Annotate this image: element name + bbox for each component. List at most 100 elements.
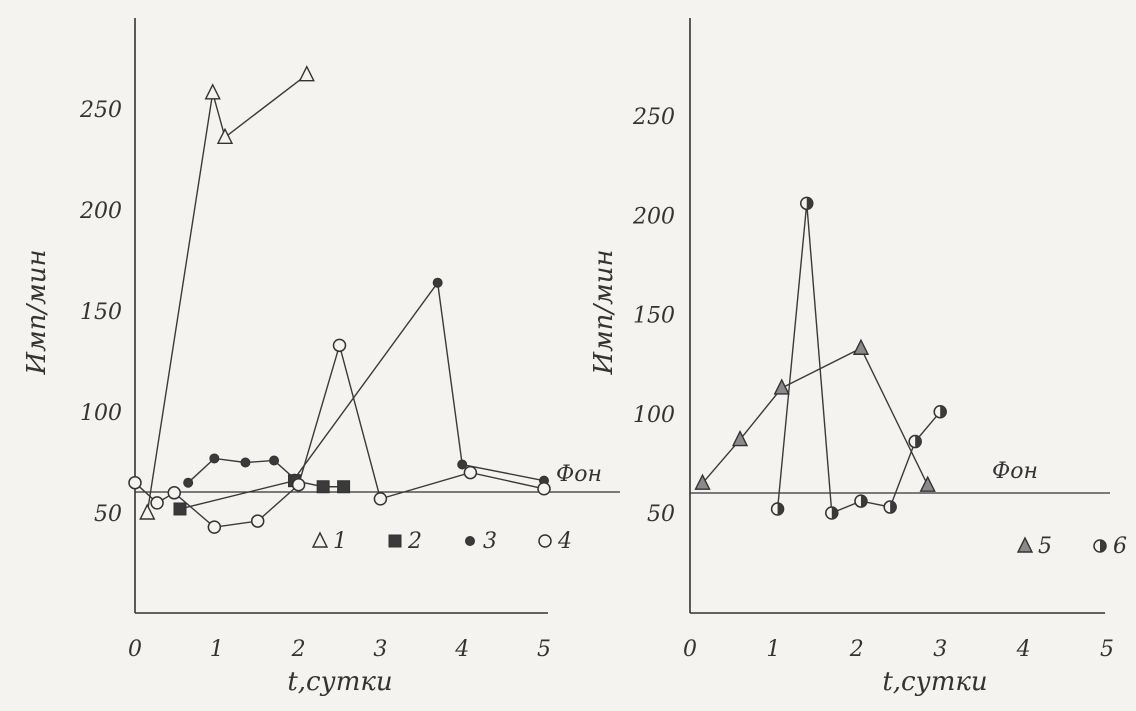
- right-series-6-point-fill: [831, 507, 838, 519]
- left-background-label: Фон: [556, 462, 602, 487]
- left-series-4-point: [250, 514, 265, 528]
- right-legend-label-5: 5: [1038, 534, 1052, 559]
- left-series-3-point: [457, 459, 468, 470]
- left-y-tick-50: 50: [94, 502, 122, 527]
- right-y-tick-250: 250: [632, 105, 675, 130]
- left-legend-label-3: 3: [483, 529, 497, 554]
- left-series-1-point: [139, 503, 156, 520]
- left-legend: 1 2 3 4: [311, 529, 572, 554]
- right-x-axis-title: t,сутки: [882, 667, 987, 697]
- left-x-tick-4: 4: [454, 637, 469, 662]
- right-x-tick-labels: 0 1 2 3 4 5: [683, 637, 1114, 662]
- left-series-2-point: [337, 480, 351, 494]
- right-series-6-point-fill: [915, 435, 922, 448]
- left-y-tick-200: 200: [79, 199, 122, 224]
- right-series-6-point: [883, 500, 897, 514]
- left-series-2-point: [173, 502, 187, 516]
- right-background-label: Фон: [992, 459, 1038, 484]
- right-series-lines: [701, 203, 941, 515]
- left-series-3-point: [269, 455, 280, 466]
- right-y-tick-200: 200: [632, 204, 675, 229]
- left-series-1-point: [204, 83, 221, 100]
- right-series-6-point-fill: [806, 197, 813, 210]
- left-chart-panel: Фон Имп/мин t,сутки 50 100 150 200 250 0 1 2 3 4…: [22, 18, 620, 697]
- right-series-5-point: [919, 475, 936, 492]
- left-series-4-point: [128, 475, 142, 490]
- right-x-tick-3: 3: [933, 637, 947, 662]
- right-legend-marker-6: [1093, 539, 1107, 553]
- left-series-3-point: [183, 477, 194, 488]
- right-y-tick-labels: 50 100 150 200 250: [632, 105, 675, 527]
- right-chart-panel: Фон Имп/мин t,сутки 50 100 150 200 250 0 1 2 3 4…: [589, 18, 1127, 697]
- right-x-tick-1: 1: [766, 637, 780, 662]
- left-series-1-point: [216, 127, 234, 144]
- left-series-3-point: [432, 277, 443, 288]
- left-series-3-line: [187, 280, 545, 484]
- right-legend-marker-5: [1016, 536, 1034, 553]
- right-series-6-point: [770, 502, 785, 516]
- right-series-6-point-fill: [777, 503, 784, 516]
- right-series-5-point: [694, 473, 711, 490]
- right-legend-marker-6-fill: [1100, 540, 1106, 552]
- right-x-tick-2: 2: [849, 637, 864, 662]
- left-x-axis-title: t,сутки: [287, 667, 392, 697]
- right-series-6-point-fill: [890, 501, 897, 514]
- left-series-4-point: [537, 482, 551, 496]
- left-series-2-line: [179, 479, 344, 510]
- right-series-6-line: [776, 203, 941, 515]
- left-series-4-point: [150, 496, 164, 510]
- left-legend-marker-3: [465, 536, 475, 546]
- left-series-3-point: [209, 453, 220, 464]
- right-x-tick-0: 0: [683, 637, 697, 662]
- right-series-5-point: [773, 378, 790, 395]
- left-series-4-point: [167, 486, 182, 500]
- right-series-6-point: [825, 506, 839, 520]
- left-series-1-line: [146, 74, 308, 514]
- left-series-lines: [134, 74, 545, 528]
- left-x-tick-0: 0: [128, 637, 142, 662]
- left-series-1-point: [298, 65, 315, 82]
- left-series-3-point: [240, 457, 251, 468]
- left-series-4-point: [207, 520, 222, 534]
- left-y-tick-250: 250: [79, 98, 122, 123]
- right-y-axis-title: Имп/мин: [589, 249, 619, 375]
- right-series-6-point-fill: [860, 495, 867, 508]
- left-x-tick-2: 2: [291, 637, 306, 662]
- right-series-5-line: [701, 347, 929, 486]
- left-legend-label-1: 1: [333, 529, 347, 554]
- left-legend-marker-2: [388, 534, 402, 548]
- right-series-5-point: [852, 338, 870, 355]
- left-x-tick-5: 5: [537, 637, 551, 662]
- left-x-tick-1: 1: [210, 637, 224, 662]
- right-y-tick-100: 100: [633, 403, 675, 428]
- right-series-6-point: [933, 405, 947, 419]
- right-x-tick-5: 5: [1100, 637, 1114, 662]
- left-series-4-point: [373, 492, 388, 506]
- left-series-4-point: [291, 477, 306, 492]
- left-legend-label-2: 2: [407, 529, 422, 554]
- left-y-axis-title: Имп/мин: [22, 249, 52, 375]
- right-series-5-point: [731, 429, 749, 447]
- left-series-4-point: [332, 338, 347, 353]
- right-x-tick-4: 4: [1016, 637, 1031, 662]
- left-y-tick-labels: 50 100 150 200 250: [79, 98, 122, 527]
- left-legend-marker-4: [538, 534, 552, 548]
- left-y-tick-100: 100: [80, 401, 122, 426]
- right-series-6-point: [854, 494, 868, 508]
- left-x-tick-labels: 0 1 2 3 4 5: [128, 637, 551, 662]
- left-x-tick-3: 3: [373, 637, 387, 662]
- right-series-6-point: [908, 434, 922, 449]
- right-legend-label-6: 6: [1113, 534, 1127, 559]
- left-legend-marker-1: [311, 531, 329, 548]
- left-series-4-point: [463, 465, 478, 480]
- left-series-2-point: [316, 480, 330, 494]
- right-series-6-point-fill: [940, 405, 947, 418]
- left-y-tick-150: 150: [80, 300, 122, 325]
- left-legend-label-4: 4: [557, 529, 572, 554]
- left-series-4-line: [134, 342, 545, 528]
- right-series-6-point: [800, 196, 814, 211]
- right-series-markers: [694, 196, 947, 520]
- right-y-tick-50: 50: [647, 502, 675, 527]
